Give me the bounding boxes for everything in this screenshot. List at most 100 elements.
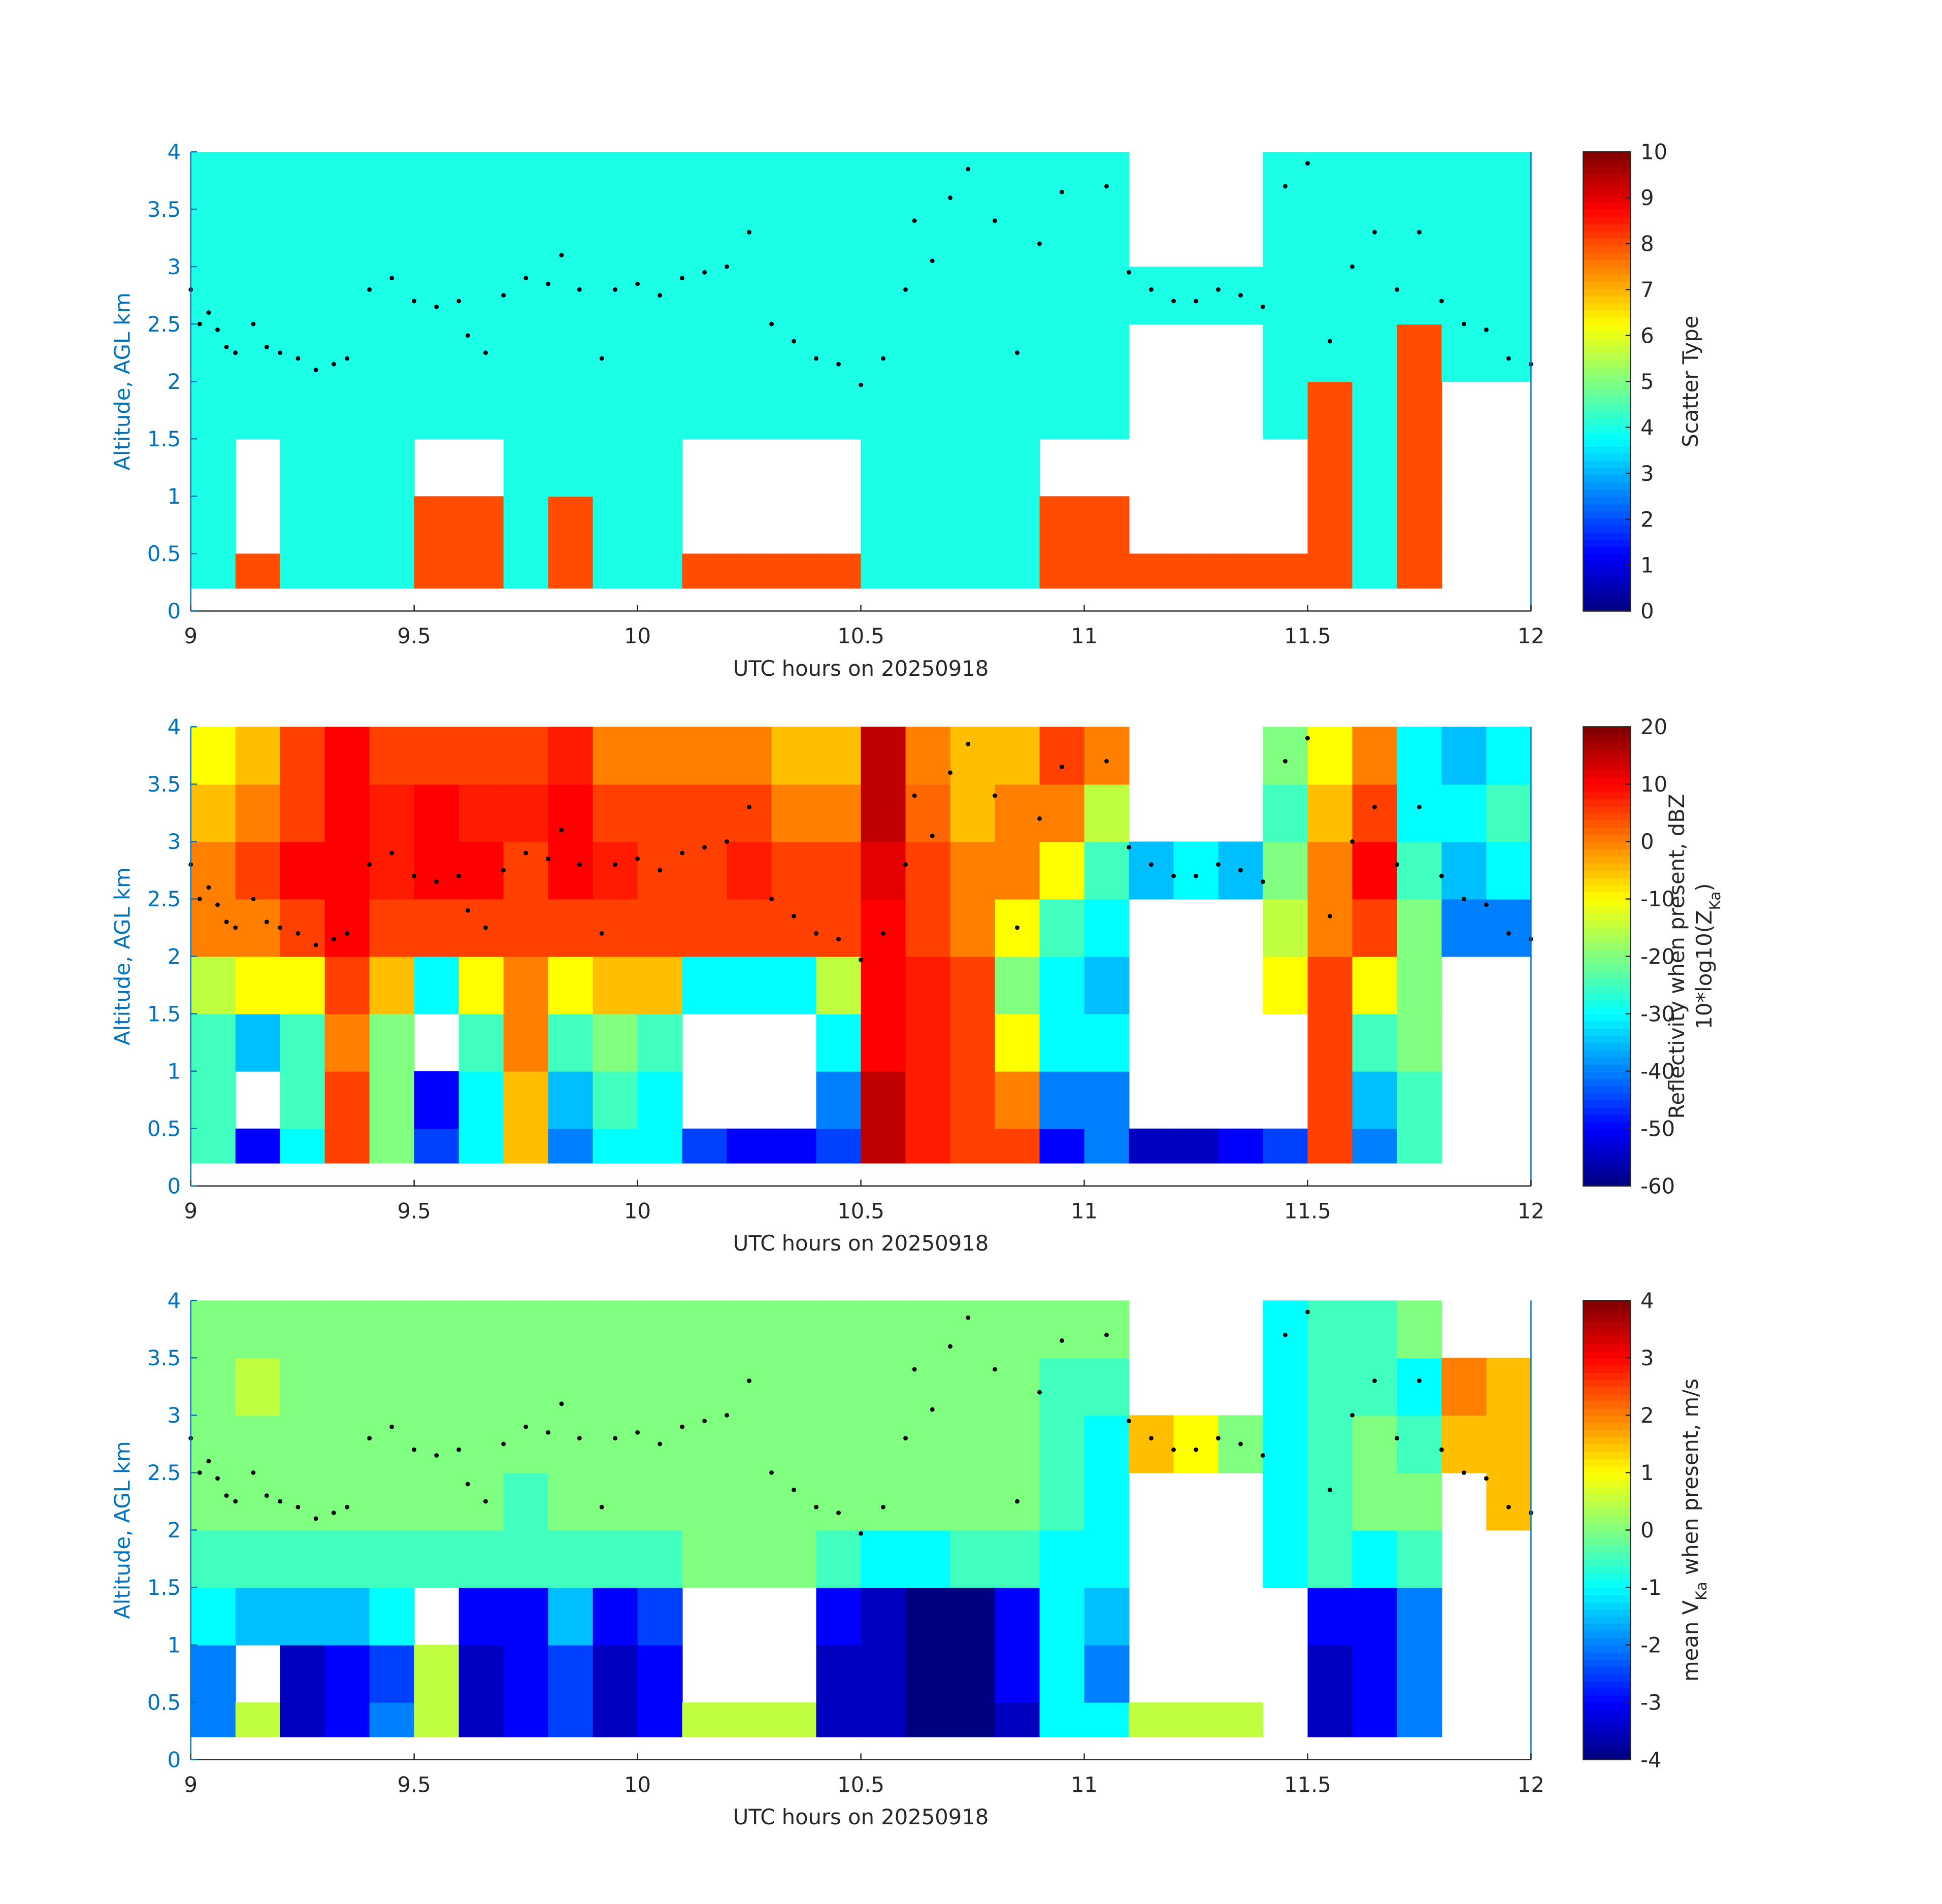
cloud-top-dot (389, 850, 394, 856)
heatmap-cell (1441, 727, 1487, 785)
cloud-top-dot (264, 344, 269, 349)
heatmap-cell (816, 381, 862, 440)
colorbar-step (1583, 489, 1631, 497)
x-tick-label: 9 (184, 623, 198, 648)
colorbar-step (1583, 1659, 1631, 1667)
heatmap-cell (637, 1128, 683, 1164)
y-tick-label: 1 (168, 484, 181, 509)
colorbar-step (1583, 1093, 1631, 1101)
heatmap-cell (190, 439, 236, 497)
cloud-top-dot (680, 276, 685, 281)
heatmap-cell (771, 1300, 817, 1359)
heatmap-cell (637, 1702, 683, 1737)
colorbar-step (1583, 524, 1631, 533)
heatmap-cell (280, 267, 325, 325)
heatmap-cell (1307, 841, 1353, 900)
colorbar-tick-label: -4 (1640, 1747, 1662, 1772)
colorbar-step (1583, 252, 1631, 260)
colorbar-tick-label: 3 (1640, 1345, 1654, 1370)
heatmap-cell (414, 1645, 459, 1703)
heatmap-cell (458, 1013, 504, 1072)
heatmap-cell (190, 324, 236, 382)
heatmap-cell (190, 267, 236, 325)
colorbar-label: mean VKa when present, m/s (1678, 1378, 1710, 1682)
heatmap-cell (1263, 727, 1308, 785)
heatmap-cell (861, 1128, 906, 1164)
heatmap-cell (1352, 439, 1398, 497)
heatmap-cell (548, 727, 594, 785)
heatmap-cell (1352, 267, 1398, 325)
heatmap-cell (280, 1013, 325, 1072)
cloud-top-dot (233, 350, 238, 355)
y-axis-label: Altitude, AGL km (110, 867, 135, 1045)
cloud-top-dot (1261, 1453, 1265, 1458)
heatmap-cell (1039, 1702, 1085, 1737)
heatmap-cell (593, 1645, 638, 1703)
heatmap-cell (1084, 152, 1130, 210)
cloud-top-dot (930, 1407, 935, 1412)
cloud-top-dot (1149, 1436, 1154, 1441)
colorbar-step (1583, 517, 1631, 526)
heatmap-cell (1486, 209, 1532, 268)
colorbar-step (1583, 1573, 1631, 1581)
cloud-top-dot (483, 350, 488, 355)
cloud-top-dot (993, 218, 997, 223)
heatmap-cell (861, 553, 906, 589)
colorbar-step (1583, 1458, 1631, 1466)
heatmap-cell (548, 1645, 594, 1703)
colorbar-step (1583, 1494, 1631, 1502)
heatmap-cell (682, 841, 728, 900)
colorbar-step (1583, 999, 1631, 1007)
heatmap-cell (280, 1071, 325, 1129)
x-tick-label: 10 (624, 1772, 651, 1797)
heatmap-cell (861, 784, 906, 842)
heatmap-cell (280, 784, 325, 842)
heatmap-cell (1441, 841, 1487, 900)
colorbar-step (1583, 777, 1631, 785)
cloud-top-dot (1238, 868, 1243, 873)
heatmap-cell (1397, 841, 1442, 900)
cloud-top-dot (1060, 189, 1064, 194)
cloud-top-dot (1350, 1413, 1355, 1418)
heatmap-cell (280, 152, 325, 210)
x-tick-label: 10 (624, 623, 651, 648)
heatmap-cell (280, 439, 325, 497)
colorbar-label-part: Reflectivity when present, dBZ (1664, 794, 1689, 1119)
colorbar-step (1583, 446, 1631, 454)
colorbar-tick-label: 1 (1640, 1460, 1654, 1485)
colorbar-step (1583, 309, 1631, 318)
cloud-top-dot (1305, 161, 1310, 166)
cloud-top-dot (434, 304, 439, 309)
heatmap-cell (190, 381, 236, 440)
heatmap-cell (324, 267, 370, 325)
cloud-top-dot (224, 920, 229, 925)
heatmap-cell (503, 956, 549, 1014)
heatmap-cell (369, 784, 415, 842)
heatmap-cell (593, 496, 638, 554)
cloud-top-dot (613, 287, 618, 292)
colorbar-step (1583, 1451, 1631, 1459)
heatmap-cell (727, 1530, 772, 1588)
heatmap-cell (324, 784, 370, 842)
heatmap-cell (503, 381, 549, 440)
heatmap-cell (369, 1013, 415, 1072)
heatmap-cell (1307, 1587, 1353, 1646)
heatmap-cell (637, 1530, 683, 1588)
heatmap-cell (995, 381, 1040, 440)
colorbar-step (1583, 1049, 1631, 1058)
heatmap-cell (637, 209, 683, 268)
colorbar-step (1583, 403, 1631, 411)
heatmap-cell (458, 496, 504, 554)
heatmap-cell (816, 784, 862, 842)
colorbar-step (1583, 1587, 1631, 1595)
heatmap-cell (995, 1530, 1040, 1588)
heatmap-cell (1397, 1702, 1442, 1737)
colorbar-step (1583, 345, 1631, 353)
cloud-top-dot (1104, 759, 1109, 764)
heatmap-cell (1486, 899, 1532, 957)
heatmap-cell (235, 267, 281, 325)
cloud-top-dot (224, 1493, 229, 1498)
heatmap-cell (548, 381, 594, 440)
cloud-top-dot (412, 299, 417, 304)
